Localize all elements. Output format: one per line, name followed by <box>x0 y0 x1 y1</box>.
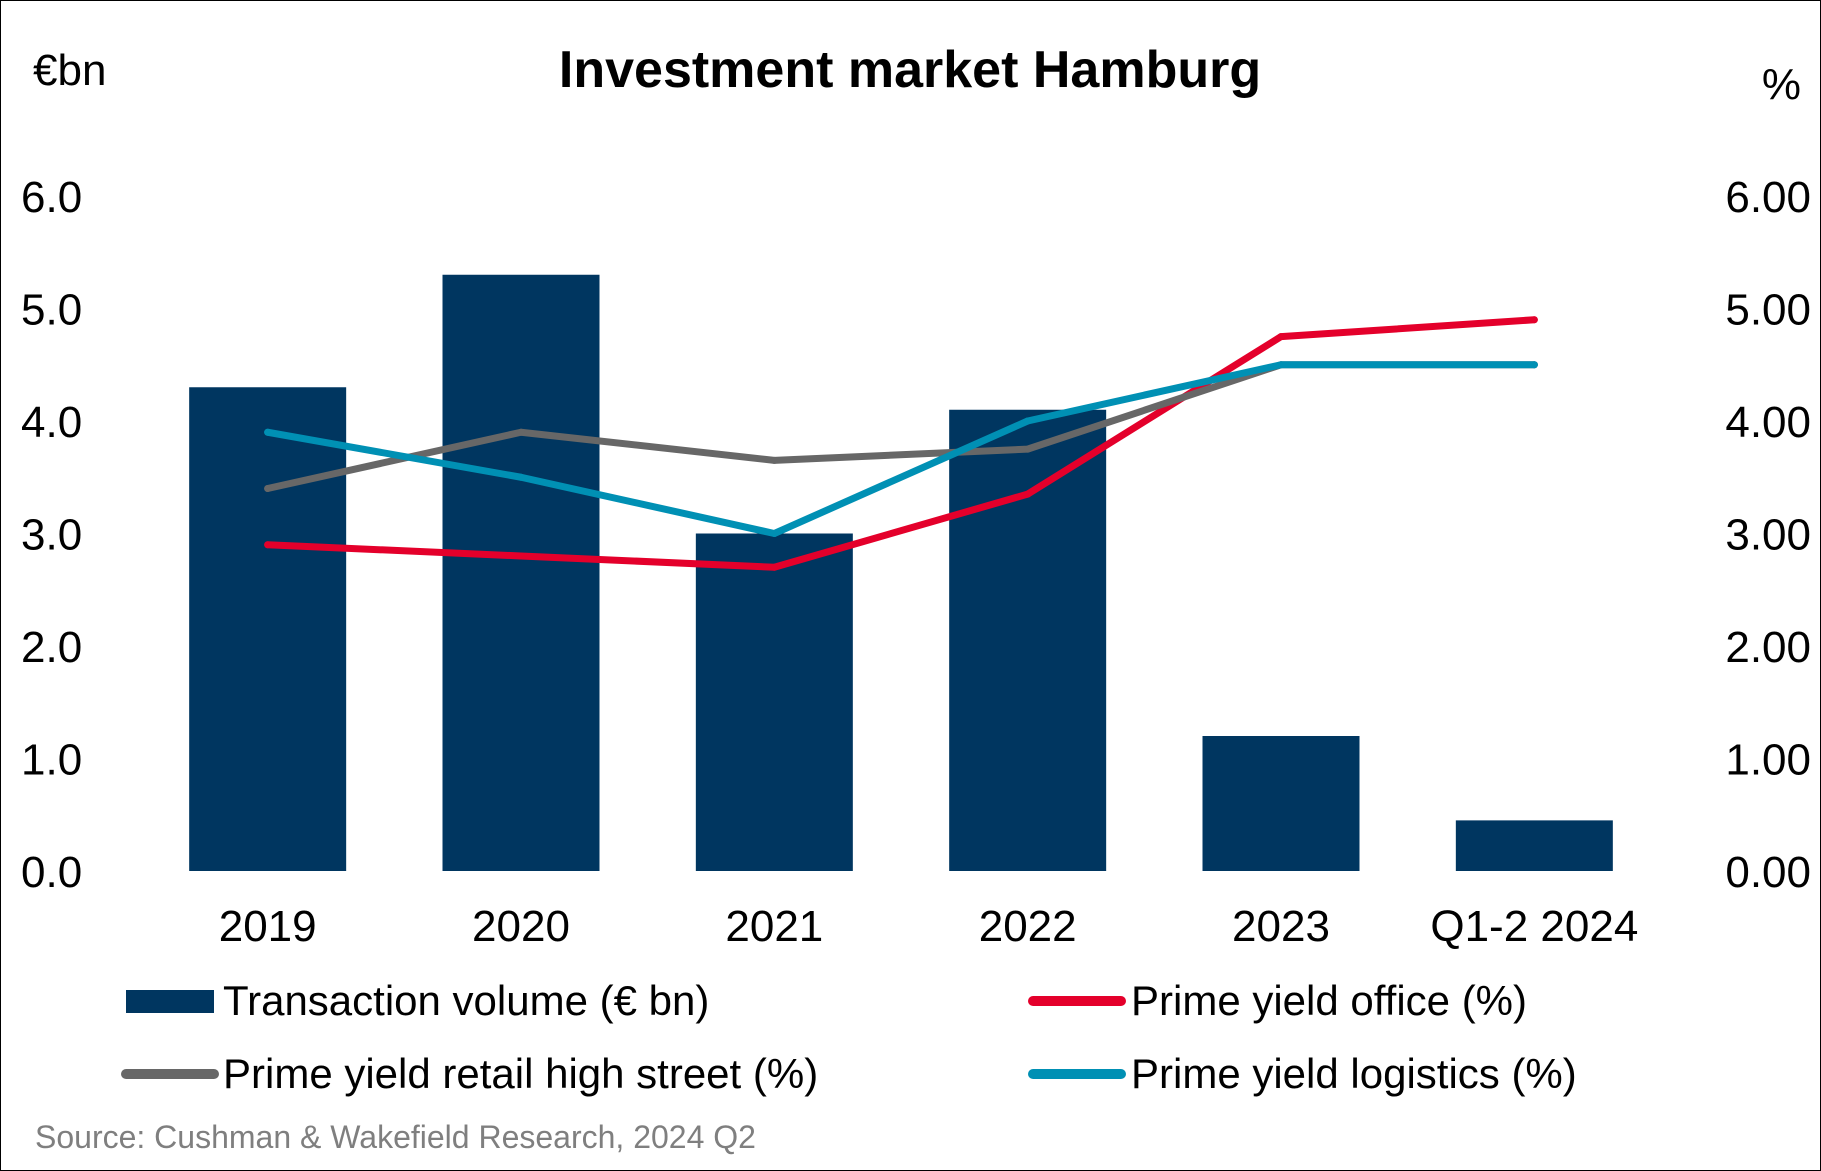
legend: Transaction volume (€ bn) Prime yield of… <box>121 977 1577 1097</box>
legend-item-prime-yield-office: Prime yield office (%) <box>1028 977 1527 1024</box>
y-left-tick-3-0: 3.0 <box>21 511 82 560</box>
point-prime-yield-retail-high-street-2021 <box>770 456 778 464</box>
y-left-tick-0-0: 0.0 <box>21 848 82 897</box>
bar-2020 <box>442 274 600 871</box>
series-prime-yield-office <box>264 316 1538 571</box>
point-prime-yield-office-q1-2-2024 <box>1530 316 1538 324</box>
point-prime-yield-office-2021 <box>770 563 778 571</box>
legend-label-transaction-volume: Transaction volume (€ bn) <box>223 977 709 1024</box>
bar-2019 <box>189 387 347 871</box>
y-right-tick-1-00: 1.00 <box>1725 736 1811 785</box>
series-prime-yield-logistics <box>264 361 1538 537</box>
point-prime-yield-logistics-2020 <box>517 473 525 481</box>
y-left-tick-labels: 0.0 1.0 2.0 3.0 4.0 5.0 6.0 <box>21 173 82 897</box>
x-tick-2020: 2020 <box>472 902 570 951</box>
point-prime-yield-retail-high-street-2019 <box>264 485 272 492</box>
y-left-tick-5-0: 5.0 <box>21 286 82 335</box>
point-prime-yield-office-2023 <box>1277 333 1285 341</box>
legend-item-transaction-volume: Transaction volume (€ bn) <box>126 977 709 1024</box>
x-tick-2023: 2023 <box>1232 902 1330 951</box>
x-tick-labels: 2019 2020 2021 2022 2023 Q1-2 2024 <box>219 902 1639 951</box>
legend-item-prime-yield-retail: Prime yield retail high street (%) <box>121 1050 818 1097</box>
x-tick-2019: 2019 <box>219 902 317 951</box>
point-prime-yield-logistics-2022 <box>1024 417 1032 425</box>
y-right-tick-3-00: 3.00 <box>1725 511 1811 560</box>
source-note: Source: Cushman & Wakefield Research, 20… <box>35 1119 756 1155</box>
x-tick-2022: 2022 <box>979 902 1077 951</box>
legend-swatch-bars <box>126 990 214 1013</box>
series-line-prime-yield-logistics <box>264 361 1538 537</box>
y-right-tick-5-00: 5.00 <box>1725 286 1811 335</box>
point-prime-yield-logistics-2021 <box>770 530 778 537</box>
point-prime-yield-logistics-2019 <box>264 428 272 436</box>
point-prime-yield-office-2020 <box>517 552 525 560</box>
point-prime-yield-retail-high-street-2022 <box>1024 445 1032 453</box>
y-left-tick-1-0: 1.0 <box>21 736 82 785</box>
series-line-prime-yield-office <box>264 316 1538 571</box>
legend-label-prime-yield-retail: Prime yield retail high street (%) <box>223 1050 818 1097</box>
y-right-tick-2-00: 2.00 <box>1725 623 1811 672</box>
point-prime-yield-logistics-q1-2-2024 <box>1530 361 1538 369</box>
y-right-unit: % <box>1762 60 1801 109</box>
y-right-tick-labels: 0.00 1.00 2.00 3.00 4.00 5.00 6.00 <box>1725 173 1811 897</box>
bar-q1-2-2024 <box>1455 820 1613 871</box>
y-left-tick-6-0: 6.0 <box>21 173 82 222</box>
point-prime-yield-office-2022 <box>1024 490 1032 498</box>
y-right-tick-0-00: 0.00 <box>1725 848 1811 897</box>
bar-2021 <box>695 533 853 871</box>
legend-label-prime-yield-logistics: Prime yield logistics (%) <box>1131 1050 1577 1097</box>
bar-2022 <box>949 409 1107 871</box>
bars-layer <box>189 274 1613 871</box>
y-right-tick-6-00: 6.00 <box>1725 173 1811 222</box>
y-left-tick-2-0: 2.0 <box>21 623 82 672</box>
x-tick-2021: 2021 <box>725 902 823 951</box>
y-right-tick-4-00: 4.00 <box>1725 398 1811 447</box>
bar-2023 <box>1202 736 1360 871</box>
legend-item-prime-yield-logistics: Prime yield logistics (%) <box>1028 1050 1577 1097</box>
y-left-tick-4-0: 4.0 <box>21 398 82 447</box>
legend-label-prime-yield-office: Prime yield office (%) <box>1131 977 1527 1024</box>
chart-title: Investment market Hamburg <box>559 41 1261 99</box>
point-prime-yield-retail-high-street-2020 <box>517 428 525 436</box>
lines-layer <box>264 316 1538 571</box>
point-prime-yield-office-2019 <box>264 541 272 549</box>
y-left-unit: €bn <box>33 46 106 95</box>
x-tick-q1-2-2024: Q1-2 2024 <box>1430 902 1638 951</box>
point-prime-yield-logistics-2023 <box>1277 361 1285 369</box>
